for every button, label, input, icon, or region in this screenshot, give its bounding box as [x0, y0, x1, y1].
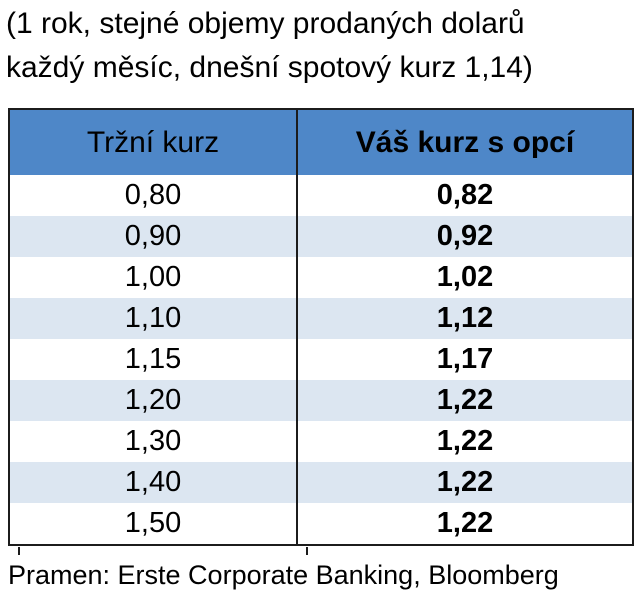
- source-note: Pramen: Erste Corporate Banking, Bloombe…: [8, 560, 559, 590]
- table-row: 1,30 1,22: [10, 421, 632, 462]
- option-rate-cell: 1,17: [436, 343, 494, 375]
- market-rate-cell: 1,30: [10, 421, 298, 462]
- market-rate-cell: 1,50: [10, 503, 298, 544]
- column-header-market-rate: Tržní kurz: [10, 110, 298, 175]
- option-rate-cell: 1,22: [436, 507, 494, 539]
- table-row: 1,20 1,22: [10, 380, 632, 421]
- table-header-row: Tržní kurz Váš kurz s opcí: [10, 110, 632, 175]
- market-rate-cell: 0,90: [10, 216, 298, 257]
- option-rate-cell: 1,02: [436, 261, 494, 293]
- column-header-option-rate: Váš kurz s opcí: [355, 125, 575, 159]
- market-rate-cell: 1,20: [10, 380, 298, 421]
- market-rate-cell: 1,00: [10, 257, 298, 298]
- option-rate-cell: 1,22: [436, 425, 494, 457]
- table-row: 0,90 0,92: [10, 216, 632, 257]
- table-row: 1,50 1,22: [10, 503, 632, 544]
- table-caption: (1 rok, stejné objemy prodaných dolarů k…: [6, 2, 640, 90]
- market-rate-cell: 0,80: [10, 175, 298, 216]
- option-rate-cell: 1,12: [436, 302, 494, 334]
- border-stub: [18, 547, 20, 555]
- option-rate-cell: 1,22: [436, 466, 494, 498]
- caption-line-1: (1 rok, stejné objemy prodaných dolarů: [6, 7, 525, 40]
- market-rate-cell: 1,15: [10, 339, 298, 380]
- market-rate-cell: 1,10: [10, 298, 298, 339]
- table-row: 0,80 0,82: [10, 175, 632, 216]
- table-row: 1,15 1,17: [10, 339, 632, 380]
- table-row: 1,10 1,12: [10, 298, 632, 339]
- table-row: 1,40 1,22: [10, 462, 632, 503]
- table-row: 1,00 1,02: [10, 257, 632, 298]
- market-rate-cell: 1,40: [10, 462, 298, 503]
- fx-option-rates-table: Tržní kurz Váš kurz s opcí 0,80 0,82 0,9…: [8, 108, 634, 555]
- option-rate-cell: 1,22: [436, 384, 494, 416]
- border-stub: [306, 547, 308, 555]
- option-rate-cell: 0,82: [436, 179, 494, 211]
- option-rate-cell: 0,92: [436, 220, 494, 252]
- caption-line-2: každý měsíc, dnešní spotový kurz 1,14): [6, 51, 533, 84]
